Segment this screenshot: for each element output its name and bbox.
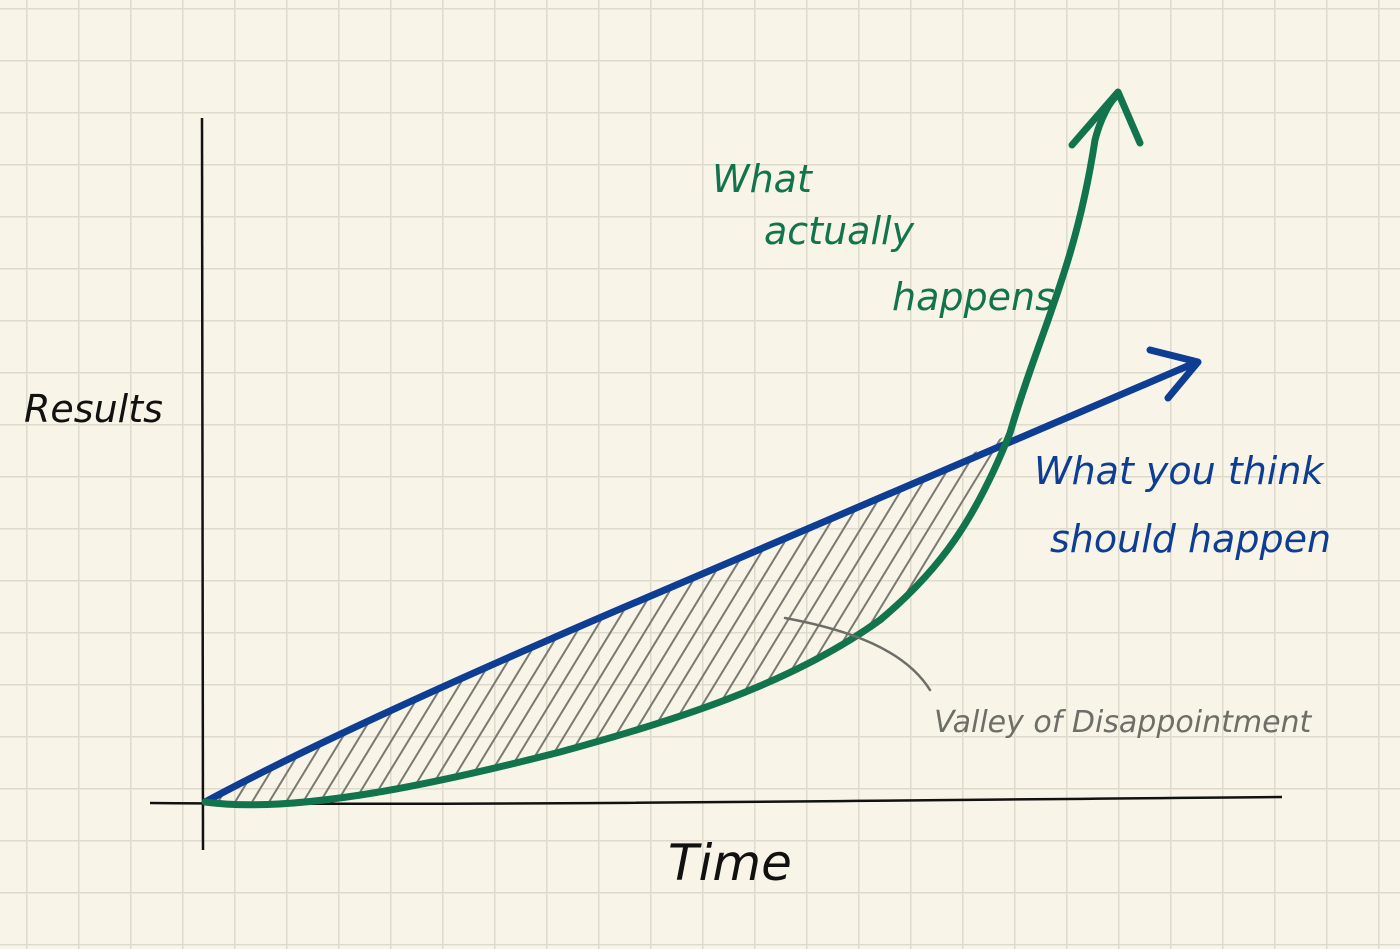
hatch-line — [642, 433, 894, 809]
hatch-line — [205, 433, 418, 809]
valley-pointer — [783, 616, 932, 692]
hatch-line — [591, 433, 843, 809]
hatch-line — [523, 433, 775, 809]
expected-arrowhead — [1146, 346, 1202, 402]
hatch-line — [302, 433, 554, 809]
actual-arrowhead — [1068, 88, 1144, 149]
hatch-line — [574, 433, 826, 809]
hatch-line — [205, 433, 452, 809]
actual-label-line2: actually — [764, 209, 915, 253]
x-axis-label: Time — [668, 834, 792, 892]
hatch-line — [387, 433, 639, 809]
hatch-line — [625, 433, 877, 809]
expected-line — [201, 361, 1194, 806]
hatch-line — [251, 433, 503, 809]
hatch-line — [557, 433, 809, 809]
actual-label-line3: happens — [892, 275, 1055, 319]
hatch-line — [336, 433, 588, 809]
hatch-line — [319, 433, 571, 809]
actual-label-line1: What — [712, 157, 812, 201]
y-axis — [200, 117, 205, 851]
hatch-line — [217, 433, 469, 809]
expected-label-line1: What you think — [1034, 449, 1324, 493]
valley-label: Valley of Disappointment — [934, 705, 1312, 740]
actual-line — [201, 91, 1122, 809]
hatch-line — [472, 433, 724, 809]
hatch-line — [812, 433, 1010, 809]
expected-label-line2: should happen — [1050, 517, 1332, 561]
hatch-line — [205, 433, 435, 809]
hatch-line — [489, 433, 741, 809]
hatch-line — [438, 433, 690, 809]
hatch-line — [676, 433, 928, 809]
hatch-line — [506, 433, 758, 809]
hatch-line — [421, 433, 673, 809]
hatch-line — [727, 433, 979, 809]
hatch-line — [404, 433, 656, 809]
hatch-line — [761, 433, 1010, 809]
y-axis-label: Results — [24, 387, 163, 431]
